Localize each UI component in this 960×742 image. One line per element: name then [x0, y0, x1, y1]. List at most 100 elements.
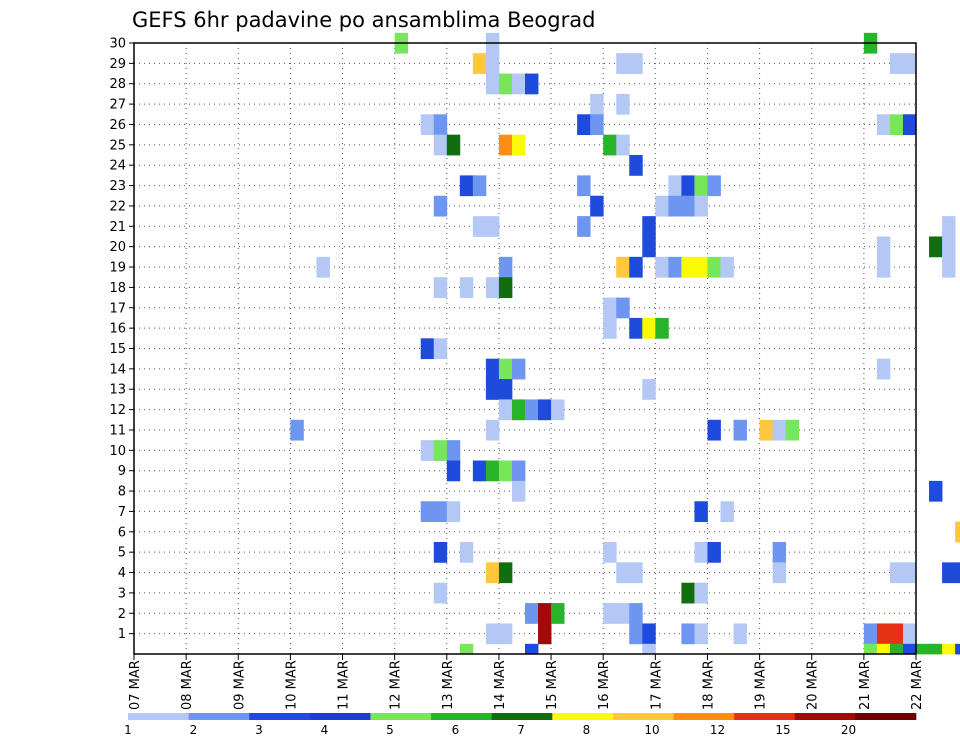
colorbar-swatch	[491, 713, 553, 720]
y-tick-label: 8	[118, 485, 126, 500]
y-tick-label: 30	[109, 37, 126, 52]
heatmap-cell	[668, 256, 682, 278]
heatmap-cell	[485, 73, 500, 95]
heatmap-cell	[876, 643, 891, 655]
heatmap-cell	[694, 541, 708, 563]
heatmap-cell	[694, 195, 708, 217]
y-tick-label: 27	[109, 98, 126, 113]
y-tick-label: 9	[118, 464, 126, 479]
y-tick-label: 19	[109, 261, 126, 276]
heatmap-cell	[668, 175, 682, 197]
colorbar-label: 5	[386, 723, 394, 737]
heatmap-cell	[876, 114, 891, 136]
heatmap-cell	[681, 195, 695, 217]
heatmap-cell	[707, 541, 721, 563]
heatmap-cell	[511, 358, 526, 380]
heatmap-cell	[603, 297, 617, 319]
heatmap-cell	[942, 643, 956, 655]
heatmap-cell	[889, 53, 904, 74]
x-axis-ticks: 07 MAR 08 MAR 09 MAR 10 MAR 11 MAR 12 MAR 13 M…	[128, 654, 925, 710]
heatmap-cell	[433, 277, 448, 298]
colorbar-label: 15	[775, 723, 790, 737]
heatmap-cell	[863, 643, 878, 655]
y-tick-label: 23	[109, 179, 126, 194]
heatmap-cell	[551, 603, 565, 624]
y-tick-label: 16	[109, 322, 126, 337]
heatmap-cell	[616, 297, 630, 319]
heatmap-cell	[772, 419, 787, 441]
y-tick-label: 3	[118, 586, 126, 601]
colorbar-swatch	[188, 713, 250, 720]
heatmap-cell	[616, 53, 630, 74]
y-tick-label: 12	[109, 403, 126, 418]
heatmap-cell	[459, 175, 474, 197]
heatmap-cell	[485, 379, 500, 400]
heatmap-cell	[603, 317, 617, 339]
heatmap-cell	[603, 603, 617, 624]
heatmap-cell	[616, 256, 630, 278]
x-tick-label: 14 MAR	[493, 660, 508, 710]
heatmap-cell	[485, 562, 500, 584]
heatmap-cell	[876, 236, 891, 258]
heatmap-cell	[498, 562, 513, 584]
heatmap-cell	[577, 114, 591, 136]
heatmap-cell	[511, 399, 526, 421]
heatmap-cell	[942, 216, 956, 237]
y-tick-label: 6	[118, 525, 126, 540]
heatmap-cell	[446, 460, 461, 482]
heatmap-cell	[485, 623, 500, 645]
y-tick-label: 25	[109, 138, 126, 153]
heatmap-cell	[876, 256, 891, 278]
heatmap-cell	[446, 501, 461, 523]
heatmap-cell	[433, 338, 448, 360]
heatmap-cell	[733, 419, 747, 441]
x-tick-label: 16 MAR	[597, 660, 612, 710]
heatmap-cell	[420, 338, 435, 360]
heatmap-cell	[498, 73, 513, 95]
heatmap-cell	[551, 399, 565, 421]
heatmap-cell	[642, 317, 656, 339]
x-tick-label: 22 MAR	[910, 660, 925, 710]
heatmap-cell	[629, 256, 643, 278]
heatmap-cell	[694, 256, 708, 278]
colorbar-swatch	[855, 713, 917, 720]
y-tick-label: 17	[109, 301, 126, 316]
y-tick-label: 1	[118, 627, 126, 642]
heatmap-cell	[655, 317, 669, 339]
heatmap-cell	[772, 562, 787, 584]
colorbar-swatch	[249, 713, 311, 720]
heatmap-cell	[472, 216, 487, 237]
heatmap-cell	[498, 399, 513, 421]
heatmap-cell	[642, 379, 656, 400]
heatmap-cell	[485, 216, 500, 237]
y-tick-label: 22	[109, 199, 126, 214]
heatmap-cell	[525, 73, 539, 95]
heatmap-cell	[420, 440, 435, 461]
heatmap-cell	[876, 623, 891, 645]
heatmap-cell	[511, 480, 526, 502]
heatmap-cell	[642, 216, 656, 237]
heatmap-cell	[577, 216, 591, 237]
heatmap-cell	[433, 195, 448, 217]
heatmap-cell	[590, 93, 604, 115]
heatmap-cell	[498, 623, 513, 645]
heatmap-cell	[446, 440, 461, 461]
heatmap-cell	[498, 134, 513, 156]
y-tick-label: 15	[109, 342, 126, 357]
colorbar-swatch	[673, 713, 735, 720]
x-tick-label: 07 MAR	[128, 660, 143, 710]
y-tick-label: 20	[109, 240, 126, 255]
colorbar-swatch	[128, 713, 189, 720]
heatmap-cell	[472, 175, 487, 197]
heatmap-cell	[720, 256, 734, 278]
heatmap-cell	[707, 175, 721, 197]
heatmap-cell	[511, 460, 526, 482]
heatmap-cell	[525, 399, 539, 421]
heatmap-cell	[681, 582, 695, 604]
heatmap-cell	[955, 521, 960, 543]
x-tick-label: 21 MAR	[858, 660, 873, 710]
heatmap-cell	[577, 175, 591, 197]
heatmap-cell	[485, 277, 500, 298]
heatmap-cell	[629, 562, 643, 584]
